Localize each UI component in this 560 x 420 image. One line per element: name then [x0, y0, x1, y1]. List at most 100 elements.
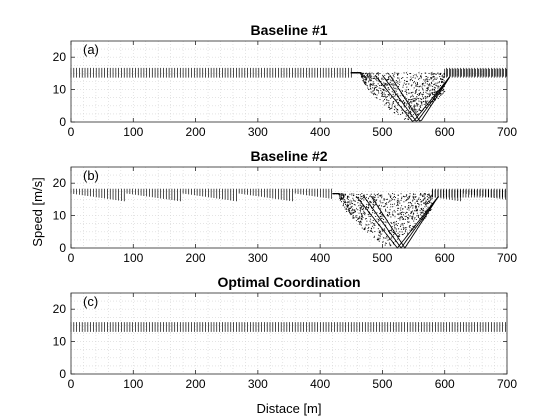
trajectory-dot — [359, 209, 361, 212]
trajectory-dot — [418, 206, 420, 208]
trajectory-dot — [420, 194, 422, 196]
trajectory-dot — [374, 198, 376, 200]
trajectory-dot — [377, 74, 380, 76]
x-tick-label: 400 — [310, 125, 330, 139]
trajectory-dot — [335, 193, 337, 195]
trajectory-dot — [412, 199, 414, 201]
trajectory-dot — [405, 98, 408, 100]
trajectory-dot — [370, 88, 372, 90]
trajectory-dot — [411, 101, 413, 103]
y-tick-label: 10 — [53, 209, 67, 223]
trajectory-dot — [402, 233, 404, 236]
trajectory-dot — [381, 91, 383, 93]
trajectory-dot — [386, 237, 388, 239]
trajectory-dot — [401, 231, 403, 233]
y-tick-label: 0 — [59, 115, 66, 129]
trajectory-dot — [362, 208, 364, 210]
trajectory-dot — [371, 84, 373, 86]
trajectory-dot — [380, 205, 382, 207]
trajectory-dot — [358, 197, 360, 199]
trajectory-dot — [405, 215, 407, 217]
trajectory-dot — [418, 86, 420, 88]
trajectory-dot — [411, 84, 413, 86]
trajectory-dot — [420, 77, 423, 79]
trajectory-dot — [400, 228, 402, 230]
axes-box — [70, 40, 508, 123]
trajectory-dot — [383, 89, 385, 91]
trajectory-dot — [407, 232, 409, 234]
trajectory-dot — [434, 87, 437, 89]
trajectory-dot — [400, 199, 402, 201]
trajectory-dot — [400, 209, 402, 211]
trajectory-dot — [333, 193, 335, 195]
trajectory-dot — [397, 99, 399, 101]
trajectory-dot — [417, 78, 420, 80]
trajectory-dot — [402, 76, 404, 79]
trajectory-dot — [430, 209, 432, 211]
trajectory-dot — [413, 99, 415, 101]
trajectory-dot — [418, 109, 420, 111]
trajectory-dot — [424, 194, 426, 196]
trajectory-dot — [377, 90, 379, 92]
trajectory-dot — [359, 197, 361, 199]
trajectory-dot — [347, 198, 349, 201]
trajectories — [70, 188, 506, 202]
trajectory-dot — [420, 102, 422, 104]
trajectory-dot — [347, 203, 349, 206]
trajectory-dot — [385, 203, 387, 205]
trajectory-dot — [355, 72, 357, 74]
trajectory-dot — [421, 209, 423, 211]
trajectory-dot — [440, 94, 442, 96]
trajectory-dot — [416, 210, 419, 212]
trajectory-dot — [393, 221, 395, 223]
trajectory-dot — [422, 93, 424, 95]
trajectory-dot — [393, 193, 395, 195]
trajectory-dot — [421, 98, 423, 100]
trajectory-dot — [432, 73, 434, 75]
trajectory-dot — [441, 93, 443, 95]
trajectory-dot — [405, 211, 407, 213]
trajectory-dot — [380, 87, 382, 89]
trajectory-dot — [396, 205, 398, 207]
trajectory-dot — [414, 110, 416, 112]
trajectory-dot — [421, 104, 423, 106]
trajectory-dot — [432, 76, 434, 78]
trajectory-dot — [352, 215, 354, 217]
y-axis-label: Speed [m/s] — [30, 177, 45, 246]
trajectory-dot — [387, 239, 389, 241]
trajectory-dot — [391, 80, 393, 82]
trajectory-dot — [417, 105, 419, 107]
x-tick-label: 300 — [248, 251, 268, 265]
trajectory-dot — [380, 195, 382, 197]
trajectory-dot — [396, 77, 399, 79]
trajectory-dot — [383, 83, 385, 85]
trajectory-dot — [398, 207, 400, 209]
trajectory-dot — [411, 102, 413, 104]
trajectory-dot — [352, 216, 354, 218]
trajectory-dot — [430, 81, 432, 83]
trajectory-dot — [342, 196, 344, 198]
trajectory-dot — [419, 214, 421, 216]
trajectory-dot — [373, 201, 375, 204]
trajectory-dot — [422, 211, 424, 213]
trajectory-dot — [409, 110, 411, 113]
trajectory-dot — [402, 224, 404, 226]
trajectory-dot — [439, 73, 441, 75]
trajectory-dot — [401, 89, 403, 92]
trajectory-dot — [381, 95, 383, 97]
trajectory-dot — [442, 82, 444, 84]
trajectory-dot — [394, 95, 396, 97]
trajectory-dot — [379, 213, 381, 215]
trajectory-dot — [385, 85, 387, 87]
trajectory-dot — [395, 108, 397, 110]
trajectory-dot — [355, 215, 357, 217]
trajectory-dot — [405, 228, 407, 230]
trajectory-dot — [391, 231, 393, 233]
trajectory-dot — [404, 196, 406, 198]
trajectory-dot — [394, 211, 396, 213]
trajectory-dot — [426, 78, 428, 80]
trajectory-dot — [405, 115, 407, 117]
trajectory-dot — [395, 80, 397, 82]
trajectory-dot — [371, 230, 373, 232]
trajectory-dot — [364, 82, 366, 84]
